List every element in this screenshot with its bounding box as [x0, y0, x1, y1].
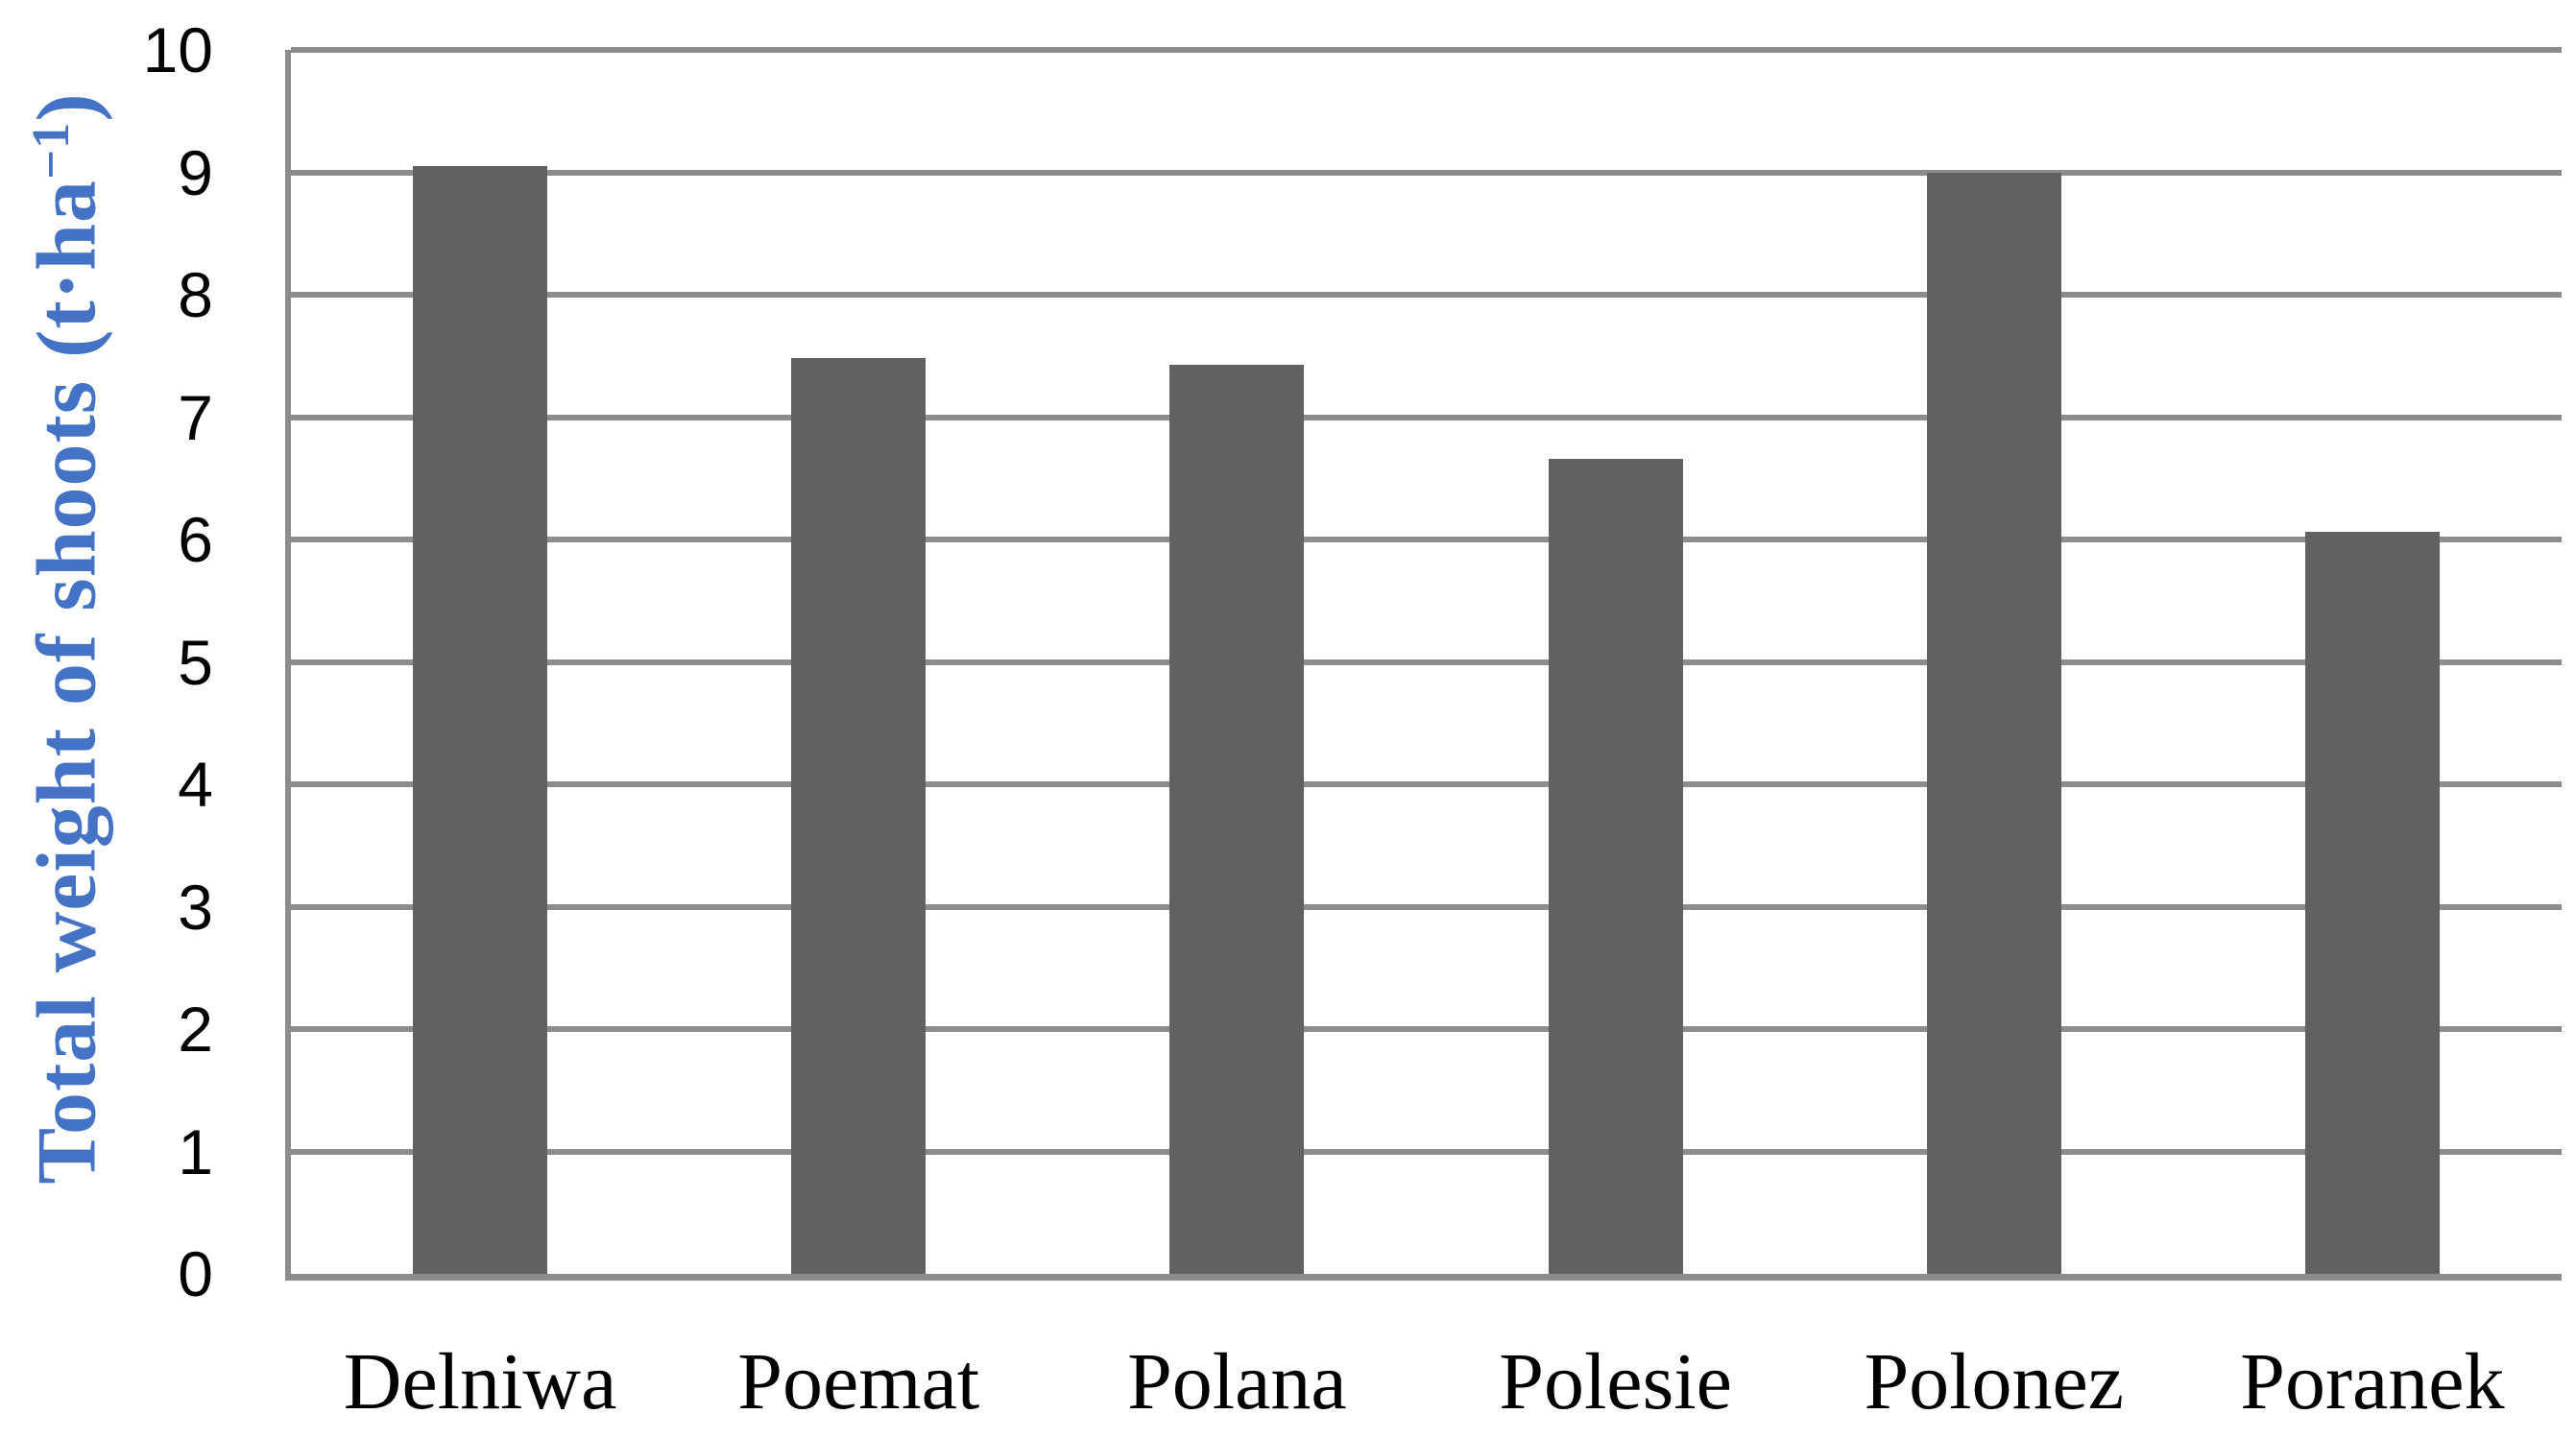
x-category-label-polesie: Polesie — [1499, 1337, 1732, 1426]
gridline-10 — [291, 47, 2562, 53]
gridline-9 — [291, 169, 2562, 176]
y-tick-label-1: 1 — [178, 1115, 213, 1187]
y-tick-label-3: 3 — [178, 871, 213, 943]
gridline-4 — [291, 781, 2562, 787]
gridline-3 — [291, 903, 2562, 910]
gridline-5 — [291, 659, 2562, 665]
bar-polonez — [1926, 172, 2061, 1274]
plot-area — [285, 47, 2562, 1281]
y-tick-label-0: 0 — [178, 1238, 213, 1309]
y-tick-label-4: 4 — [178, 749, 213, 820]
y-axis-title-close-paren: ) — [20, 92, 114, 122]
gridline-6 — [291, 537, 2562, 542]
y-tick-label-6: 6 — [178, 504, 213, 575]
y-tick-label-5: 5 — [178, 626, 213, 698]
x-category-label-poranek: Poranek — [2240, 1337, 2505, 1426]
y-tick-label-2: 2 — [178, 994, 213, 1065]
y-tick-label-8: 8 — [178, 259, 213, 330]
gridline-7 — [291, 414, 2562, 420]
bar-poranek — [2304, 532, 2440, 1274]
gridline-1 — [291, 1148, 2562, 1155]
x-category-label-poemat: Poemat — [737, 1337, 980, 1426]
bar-poemat — [791, 358, 927, 1274]
bar-delniwa — [413, 166, 548, 1274]
gridline-2 — [291, 1026, 2562, 1032]
bar-polana — [1169, 364, 1305, 1274]
y-tick-label-7: 7 — [178, 381, 213, 453]
y-tick-label-10: 10 — [142, 14, 213, 85]
x-category-label-delniwa: Delniwa — [343, 1337, 617, 1426]
x-category-label-polana: Polana — [1127, 1337, 1347, 1426]
gridline-8 — [291, 292, 2562, 298]
x-category-label-polonez: Polonez — [1864, 1337, 2125, 1426]
y-tick-label-9: 9 — [178, 136, 213, 208]
bar-polesie — [1548, 458, 1683, 1274]
